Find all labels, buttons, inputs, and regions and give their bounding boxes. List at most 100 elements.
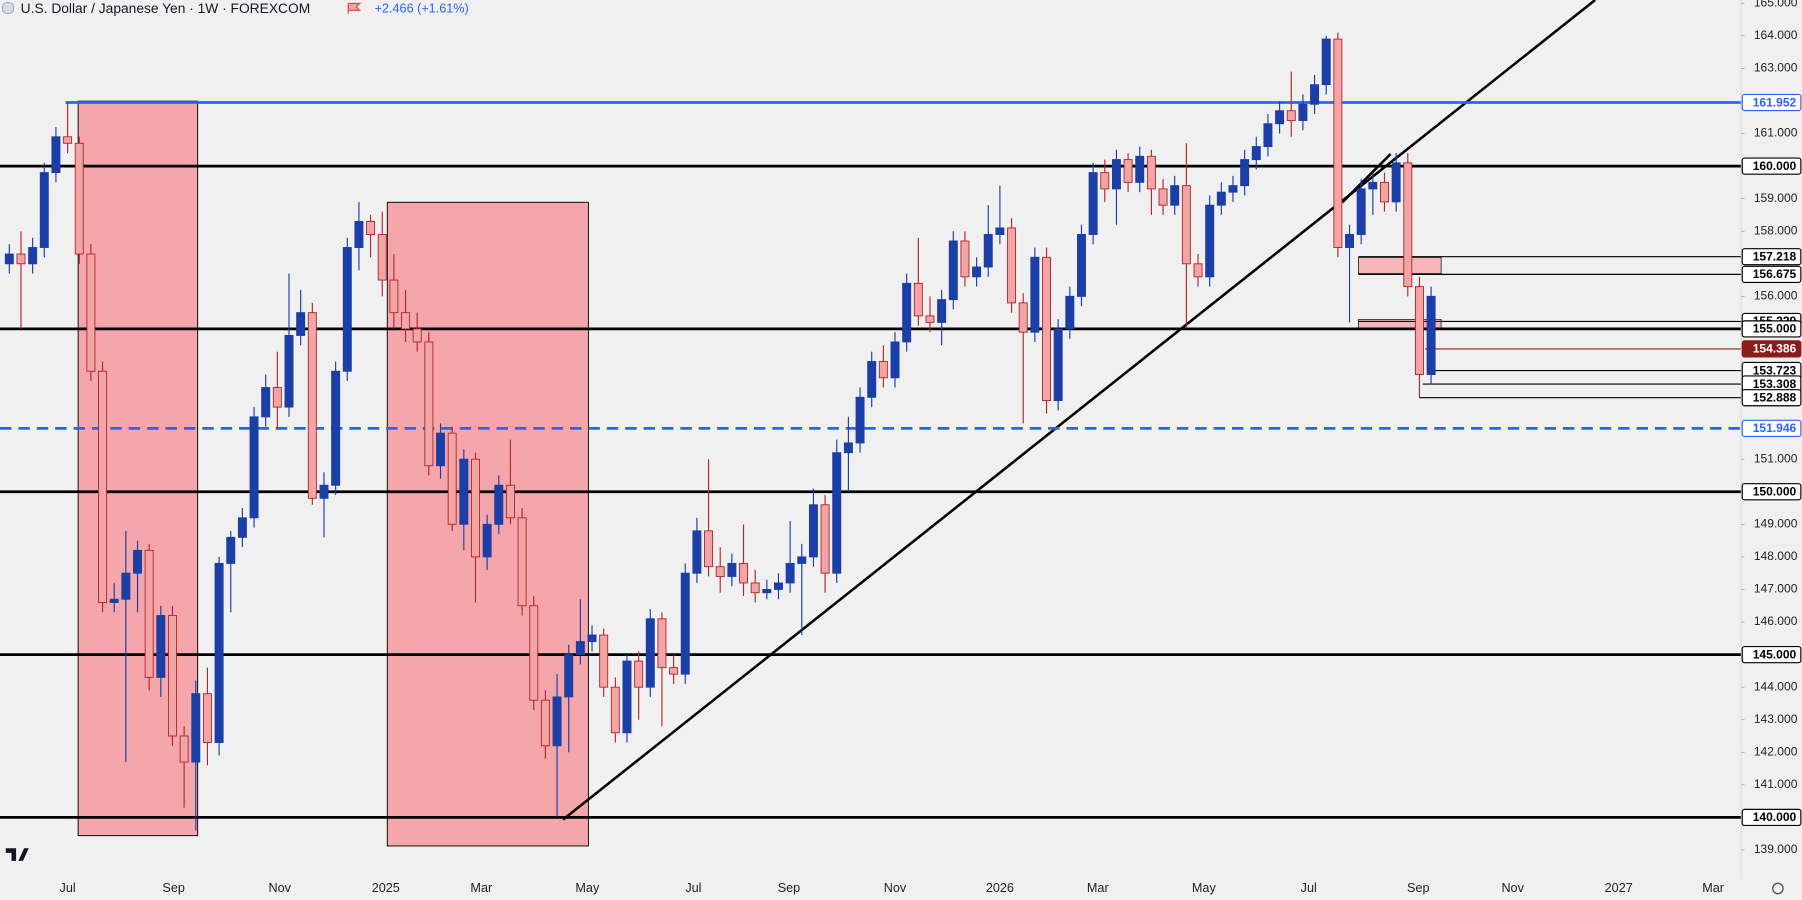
level-label-box [1741, 93, 1802, 112]
candle-body [692, 530, 702, 574]
candle-body [1053, 328, 1063, 402]
level-label: 151.946 [1753, 421, 1797, 435]
candle-body [272, 387, 282, 408]
candle-body [98, 370, 108, 603]
level-label-box [1741, 320, 1802, 338]
level-label: 155.000 [1753, 322, 1797, 336]
candle-body [63, 136, 73, 144]
flag-icon [347, 2, 362, 14]
candle-body [587, 634, 597, 643]
candles [4, 32, 1436, 831]
candle-body [1088, 172, 1098, 235]
level-label-box [1741, 645, 1802, 664]
candle-body [925, 315, 935, 323]
candle-body [715, 566, 725, 577]
candle-body [51, 136, 61, 174]
candle-body [1205, 204, 1215, 278]
candle-body [1076, 234, 1086, 297]
shaded-box [77, 100, 199, 837]
candle-body [144, 549, 154, 678]
candle-body [1170, 185, 1180, 206]
candle-body [1345, 234, 1355, 248]
candle-body [878, 361, 888, 379]
candle-body [1298, 103, 1308, 121]
candle-body [610, 686, 620, 734]
x-tick-label: Mar [470, 881, 492, 895]
candle-body [284, 334, 294, 408]
candle-body [704, 530, 714, 568]
candle-body [389, 279, 399, 314]
candle-body [1333, 38, 1343, 248]
candle-body [436, 432, 445, 467]
drawings [77, 0, 1596, 847]
candle-body [1379, 181, 1389, 203]
trend-line [562, 0, 1596, 821]
candle-body [494, 484, 504, 525]
candle-body [1403, 162, 1413, 288]
y-tick-label: 139.000 [1754, 842, 1798, 856]
level-label: 160.000 [1753, 159, 1797, 173]
x-tick-label: May [1192, 881, 1217, 895]
y-tick-label: 165.000 [1754, 0, 1798, 9]
candle-body [1275, 110, 1285, 125]
y-tick-label: 146.000 [1754, 614, 1798, 628]
candle-body [482, 523, 492, 558]
level-label: 157.218 [1753, 249, 1797, 263]
candle-body [1426, 295, 1436, 375]
level-label: 156.675 [1753, 267, 1797, 281]
candle-body [1368, 181, 1378, 190]
candle-body [156, 615, 166, 678]
candle-body [797, 556, 807, 564]
candle-body [167, 615, 177, 737]
y-tick-label: 164.000 [1754, 28, 1798, 42]
candle-body [331, 370, 341, 486]
candle-body [808, 504, 818, 558]
candle-body [1065, 295, 1075, 330]
settings-icon[interactable] [1772, 882, 1784, 895]
candle-body [575, 641, 585, 656]
logo [5, 848, 29, 861]
candle-body [1042, 256, 1052, 402]
level-label-box [1741, 157, 1802, 175]
level-label: 161.952 [1753, 95, 1797, 109]
y-tick-label: 151.000 [1754, 451, 1798, 465]
candle-body [261, 387, 271, 418]
candle-body [1251, 146, 1261, 161]
y-tick-label: 147.000 [1754, 582, 1798, 596]
candle-body [1216, 191, 1226, 206]
candle-body [202, 693, 212, 743]
candle-body [1391, 162, 1401, 203]
candle-body [1135, 155, 1145, 183]
candle-body [995, 227, 1005, 235]
candle-body [820, 504, 830, 574]
level-label-box [1741, 340, 1802, 358]
candle-body [832, 452, 842, 574]
x-tick-label: Nov [884, 881, 907, 895]
candle-body [773, 582, 783, 590]
candle-body [855, 396, 865, 444]
candle-body [1356, 188, 1366, 235]
candle-body [319, 484, 329, 499]
candle-body [645, 618, 655, 688]
x-tick-label: 2025 [372, 881, 400, 895]
y-tick-label: 148.000 [1754, 549, 1798, 563]
y-tick-label: 144.000 [1754, 679, 1798, 693]
x-tick-label: May [575, 881, 600, 895]
candle-body [424, 341, 434, 467]
candle-body [1100, 172, 1110, 190]
level-label-box [1741, 389, 1802, 407]
x-tick-label: Mar [1087, 881, 1109, 895]
y-tick-label: 142.000 [1754, 744, 1798, 758]
candle-body [470, 458, 480, 558]
candle-body [1414, 286, 1424, 375]
candle-body [843, 442, 853, 454]
candle-body [237, 517, 247, 538]
symbol-icon [1, 1, 15, 15]
y-tick-label: 158.000 [1754, 223, 1798, 237]
level-label-box [1741, 808, 1802, 827]
shaded-box [1358, 257, 1442, 274]
x-tick-label: Sep [1407, 881, 1429, 895]
candle-body [16, 253, 26, 265]
